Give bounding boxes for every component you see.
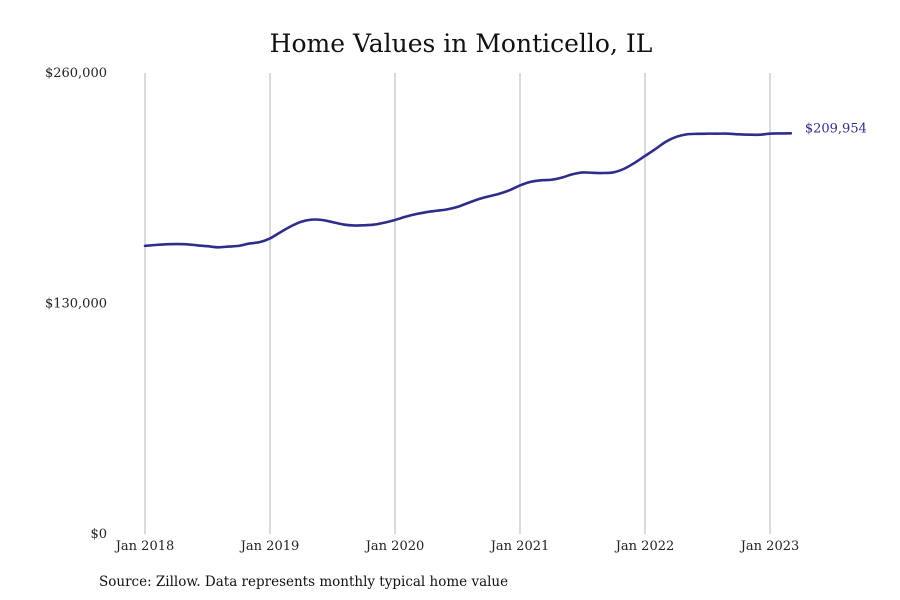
end-value-label: $209,954 <box>805 121 867 136</box>
x-tick-label: Jan 2020 <box>364 539 425 554</box>
x-tick-label: Jan 2021 <box>489 539 550 554</box>
y-tick-label: $0 <box>90 527 107 542</box>
x-tick-label: Jan 2019 <box>239 539 300 554</box>
x-tick-label: Jan 2018 <box>114 539 175 554</box>
source-note: Source: Zillow. Data represents monthly … <box>99 574 508 590</box>
y-tick-label: $260,000 <box>45 66 107 81</box>
x-tick-label: Jan 2022 <box>614 539 675 554</box>
series-line <box>143 131 793 249</box>
chart-title: Home Values in Monticello, IL <box>270 29 653 58</box>
x-tick-label: Jan 2023 <box>739 539 800 554</box>
x-axis-ticks: Jan 2018 Jan 2019 Jan 2020 Jan 2021 Jan 2022… <box>114 539 800 554</box>
y-tick-label: $130,000 <box>45 297 107 312</box>
y-axis-ticks: $0 $130,000 $260,000 <box>45 66 107 542</box>
gridlines <box>144 73 771 534</box>
